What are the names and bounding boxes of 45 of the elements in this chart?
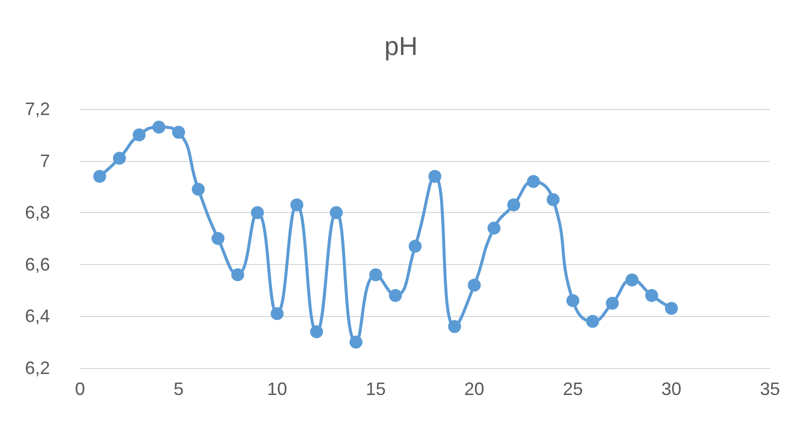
point <box>290 198 304 212</box>
point <box>132 128 146 142</box>
y-tick-label: 6,8 <box>24 202 50 223</box>
point <box>172 126 186 139</box>
point <box>350 336 362 349</box>
x-tick-label: 30 <box>661 379 682 399</box>
x-tick-label: 25 <box>562 379 583 399</box>
y-tick-label: 6,2 <box>24 358 50 378</box>
point <box>152 120 166 134</box>
chart-title: pH <box>384 31 418 61</box>
y-tick-label: 6,4 <box>24 306 50 326</box>
point <box>586 314 600 328</box>
point <box>448 320 462 334</box>
point <box>428 170 442 183</box>
point <box>664 302 678 315</box>
x-tick-label: 35 <box>760 379 780 399</box>
point <box>112 152 126 165</box>
point <box>310 325 324 338</box>
point <box>488 222 500 235</box>
point <box>526 175 540 188</box>
y-tick-label: 6,6 <box>24 254 50 274</box>
point <box>507 198 520 212</box>
point <box>606 296 619 310</box>
point <box>250 206 264 220</box>
point <box>388 288 402 302</box>
point <box>270 307 284 320</box>
point <box>408 240 422 253</box>
x-tick-label: 20 <box>464 379 484 399</box>
point <box>192 182 205 196</box>
point <box>546 193 560 206</box>
point <box>468 278 481 292</box>
x-tick-label: 0 <box>74 379 86 399</box>
y-tick-label: 7 <box>40 150 50 171</box>
x-tick-label: 10 <box>267 379 288 399</box>
point <box>212 232 224 245</box>
point <box>369 268 382 282</box>
point <box>645 288 658 302</box>
point <box>93 170 106 183</box>
point <box>626 273 638 286</box>
point <box>566 294 580 308</box>
y-tick-label: 7,2 <box>24 99 50 119</box>
point <box>330 206 343 220</box>
x-tick-label: 15 <box>366 379 386 399</box>
x-tick-label: 5 <box>174 379 184 399</box>
point <box>231 268 244 282</box>
